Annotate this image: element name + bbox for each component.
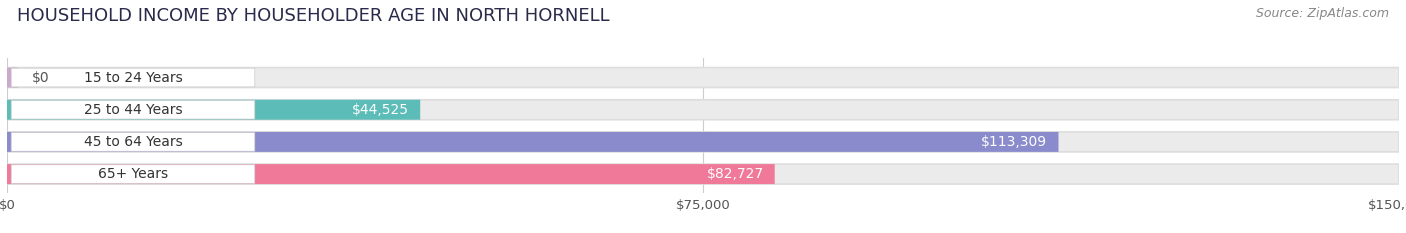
FancyBboxPatch shape xyxy=(7,68,1399,88)
FancyBboxPatch shape xyxy=(7,100,420,120)
Text: Source: ZipAtlas.com: Source: ZipAtlas.com xyxy=(1256,7,1389,20)
Text: $44,525: $44,525 xyxy=(352,103,409,117)
Text: 45 to 64 Years: 45 to 64 Years xyxy=(83,135,183,149)
Text: HOUSEHOLD INCOME BY HOUSEHOLDER AGE IN NORTH HORNELL: HOUSEHOLD INCOME BY HOUSEHOLDER AGE IN N… xyxy=(17,7,609,25)
Text: $0: $0 xyxy=(32,71,49,85)
FancyBboxPatch shape xyxy=(11,68,254,87)
FancyBboxPatch shape xyxy=(7,132,1059,152)
FancyBboxPatch shape xyxy=(7,68,18,88)
FancyBboxPatch shape xyxy=(7,164,775,184)
FancyBboxPatch shape xyxy=(11,133,254,151)
FancyBboxPatch shape xyxy=(7,100,1399,120)
Text: 65+ Years: 65+ Years xyxy=(98,167,169,181)
FancyBboxPatch shape xyxy=(7,132,1399,152)
FancyBboxPatch shape xyxy=(7,164,1399,184)
FancyBboxPatch shape xyxy=(11,100,254,119)
Text: $113,309: $113,309 xyxy=(981,135,1047,149)
Text: 25 to 44 Years: 25 to 44 Years xyxy=(84,103,183,117)
Text: $82,727: $82,727 xyxy=(706,167,763,181)
FancyBboxPatch shape xyxy=(11,165,254,183)
Text: 15 to 24 Years: 15 to 24 Years xyxy=(83,71,183,85)
